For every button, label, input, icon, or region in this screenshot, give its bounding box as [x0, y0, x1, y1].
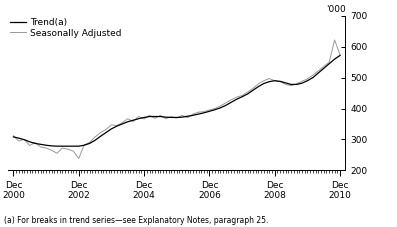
Text: (a) For breaks in trend series—see Explanatory Notes, paragraph 25.: (a) For breaks in trend series—see Expla…: [4, 216, 268, 225]
Legend: Trend(a), Seasonally Adjusted: Trend(a), Seasonally Adjusted: [10, 18, 121, 37]
Text: '000: '000: [326, 5, 345, 14]
